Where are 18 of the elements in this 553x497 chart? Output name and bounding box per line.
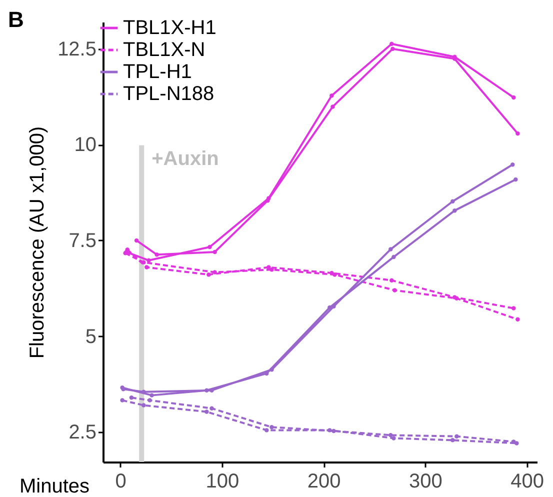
x-tick-label: 300 — [409, 470, 442, 492]
y-tick-label: 5 — [85, 326, 96, 348]
legend-label: TBL1X-H1 — [123, 17, 216, 39]
y-tick-label: 12.5 — [58, 38, 96, 60]
legend-label: TPL-H1 — [123, 61, 192, 83]
ref-line-label: +Auxin — [152, 148, 219, 170]
x-tick-label: 0 — [115, 470, 126, 492]
y-tick-label: 2.5 — [68, 422, 96, 444]
legend-label: TPL-N188 — [123, 83, 214, 105]
legend-label: TBL1X-N — [123, 39, 206, 61]
text: B — [8, 7, 24, 32]
y-axis-title: Fluorescence (AU x1,000) — [26, 126, 49, 359]
y-tick-label: 7.5 — [68, 230, 96, 252]
x-tick-label: 200 — [307, 470, 341, 492]
x-tick-label: 100 — [206, 470, 240, 492]
y-tick-label: 10 — [74, 134, 96, 156]
x-axis-title: Minutes — [19, 476, 90, 497]
x-tick-label: 400 — [510, 470, 544, 492]
